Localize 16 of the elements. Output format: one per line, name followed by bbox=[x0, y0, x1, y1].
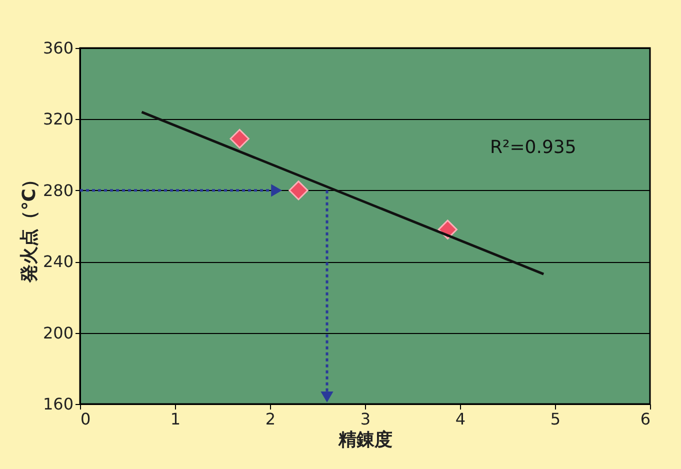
x-tick-label: 1 bbox=[170, 410, 181, 428]
x-tick-label: 3 bbox=[360, 410, 371, 428]
x-tick-label: 4 bbox=[455, 410, 466, 428]
y-tick-label: 280 bbox=[42, 180, 74, 200]
x-tick-label: 5 bbox=[550, 410, 561, 428]
y-tick-label: 320 bbox=[42, 110, 74, 129]
y-tick-label: 200 bbox=[42, 323, 74, 342]
y-tick-label: 240 bbox=[42, 252, 74, 272]
y-axis-title: 発火点（℃） bbox=[18, 170, 40, 284]
annotation: R²=0.935 bbox=[490, 137, 576, 158]
x-tick-label: 6 bbox=[640, 410, 650, 428]
x-tick-label: 2 bbox=[265, 410, 276, 428]
x-axis-title: 精錬度 bbox=[338, 430, 392, 450]
y-tick-label: 360 bbox=[42, 38, 74, 58]
x-tick-label: 0 bbox=[80, 410, 91, 428]
y-tick-label: 160 bbox=[42, 394, 74, 414]
